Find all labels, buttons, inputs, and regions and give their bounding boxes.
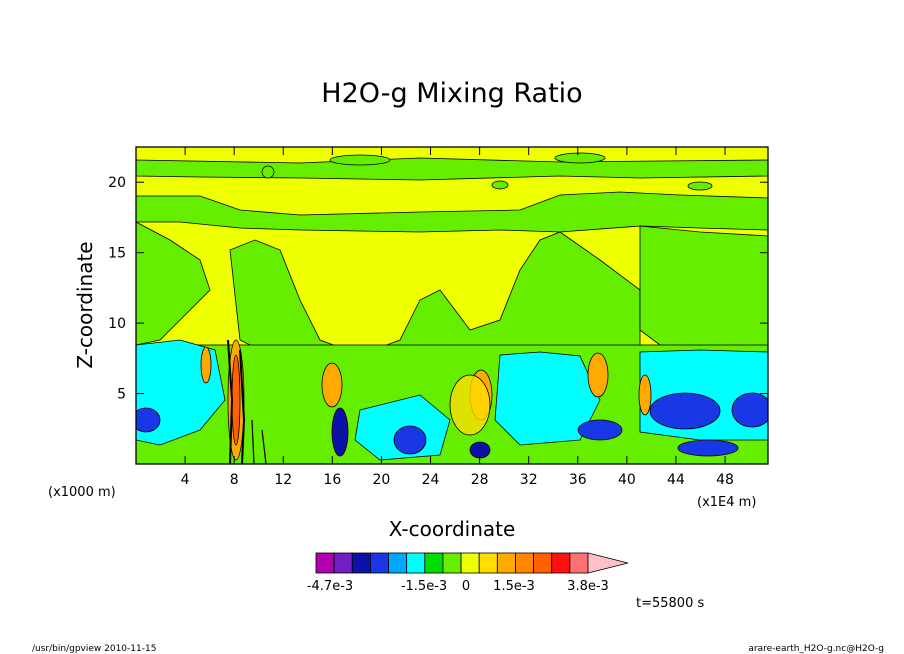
x-tick-label: 32	[520, 472, 538, 488]
colorbar-swatch-3	[369, 552, 389, 574]
footer-left: /usr/bin/gpview 2010-11-15	[32, 644, 156, 654]
colorbar-tick-label: 0	[462, 579, 470, 594]
field-region-darkblue-1	[331, 407, 349, 457]
field-region-cyan-center	[494, 351, 601, 446]
colorbar-swatch-8	[460, 552, 480, 574]
colorbar-swatch-14	[569, 552, 589, 574]
x-tick-label: 20	[373, 472, 391, 488]
field-region-upper-band-2	[136, 191, 768, 233]
field-region-darkblue-2	[469, 441, 491, 459]
field-region-filament	[227, 339, 246, 464]
field-region-orange-x41	[638, 374, 652, 416]
x-unit-label: (x1000 m)	[48, 485, 116, 500]
colorbar-swatch-6	[424, 552, 444, 574]
colorbar-tick-label: 3.8e-3	[567, 579, 609, 594]
x-tick-label: 12	[274, 472, 292, 488]
field-region-filament-2	[251, 419, 267, 464]
x-tick-label: 36	[569, 472, 587, 488]
colorbar	[315, 552, 629, 574]
time-annotation: t=55800 s	[636, 596, 704, 611]
colorbar-swatch-10	[496, 552, 516, 574]
x-tick-label: 40	[618, 472, 636, 488]
colorbar-swatch-0	[315, 552, 335, 574]
y-tick-label: 10	[108, 316, 126, 332]
x-tick-label: 24	[422, 472, 440, 488]
colorbar-tick-label: -4.7e-3	[307, 579, 353, 594]
colorbar-swatch-4	[388, 552, 408, 574]
colorbar-swatch-13	[551, 552, 571, 574]
x-tick-label: 48	[716, 472, 734, 488]
y-axis: 5 10 15 20	[108, 175, 768, 403]
x-axis: 4 8 12 16 20 24 28 32 36 40 44 48	[181, 147, 734, 488]
field-region-blob-3	[261, 165, 275, 179]
field-region-green-plume-right	[639, 225, 768, 353]
colorbar-extend-arrow	[587, 552, 629, 574]
x-tick-label: 8	[230, 472, 239, 488]
footer-right: arare-earth_H2O-g.nc@H2O-g	[748, 644, 884, 654]
field-region-blob-4	[491, 180, 509, 190]
x-tick-label: 16	[323, 472, 341, 488]
colorbar-swatch-7	[442, 552, 462, 574]
plot-frame	[135, 146, 769, 465]
x-scale-label: (x1E4 m)	[697, 495, 756, 510]
colorbar-labels: -4.7e-3 -1.5e-3 0 1.5e-3 3.8e-3	[307, 579, 609, 594]
field-region-blue-right-small	[677, 439, 739, 457]
y-tick-label: 20	[108, 175, 126, 191]
field-region-orange-x37	[587, 352, 609, 398]
field-region-blue-right-2	[731, 392, 768, 428]
colorbar-tick-label: -1.5e-3	[401, 579, 447, 594]
colorbar-swatch-5	[406, 552, 426, 574]
field-region-upper-band	[136, 157, 768, 181]
x-tick-label: 44	[667, 472, 685, 488]
field-region-yellow-x28	[449, 374, 491, 436]
chart-title: H2O-g Mixing Ratio	[321, 78, 582, 109]
colorbar-swatch-9	[478, 552, 498, 574]
field-region-blob-5	[687, 181, 713, 191]
plot-area	[136, 147, 768, 464]
colorbar-swatch-12	[533, 552, 553, 574]
field-region-blob-2	[554, 152, 606, 164]
x-tick-label: 4	[181, 472, 190, 488]
y-tick-label: 15	[108, 246, 126, 262]
field-region-blue-left	[136, 407, 161, 433]
colorbar-swatch-1	[333, 552, 353, 574]
field-region-red-x8	[231, 354, 241, 446]
colorbar-swatch-11	[515, 552, 535, 574]
field-region-blob-1	[329, 154, 391, 166]
y-tick-label: 5	[117, 387, 126, 403]
field-region-orange-x5	[200, 346, 212, 384]
x-tick-label: 28	[471, 472, 489, 488]
field-region-blue-center	[393, 425, 427, 455]
x-axis-label: X-coordinate	[389, 517, 516, 541]
y-axis-label: Z-coordinate	[73, 241, 97, 368]
field-region-orange-x16	[321, 362, 343, 408]
colorbar-swatch-2	[351, 552, 371, 574]
field-region-blue-lower	[577, 419, 623, 441]
colorbar-tick-label: 1.5e-3	[493, 579, 535, 594]
field-region-blue-right-1	[649, 392, 721, 430]
